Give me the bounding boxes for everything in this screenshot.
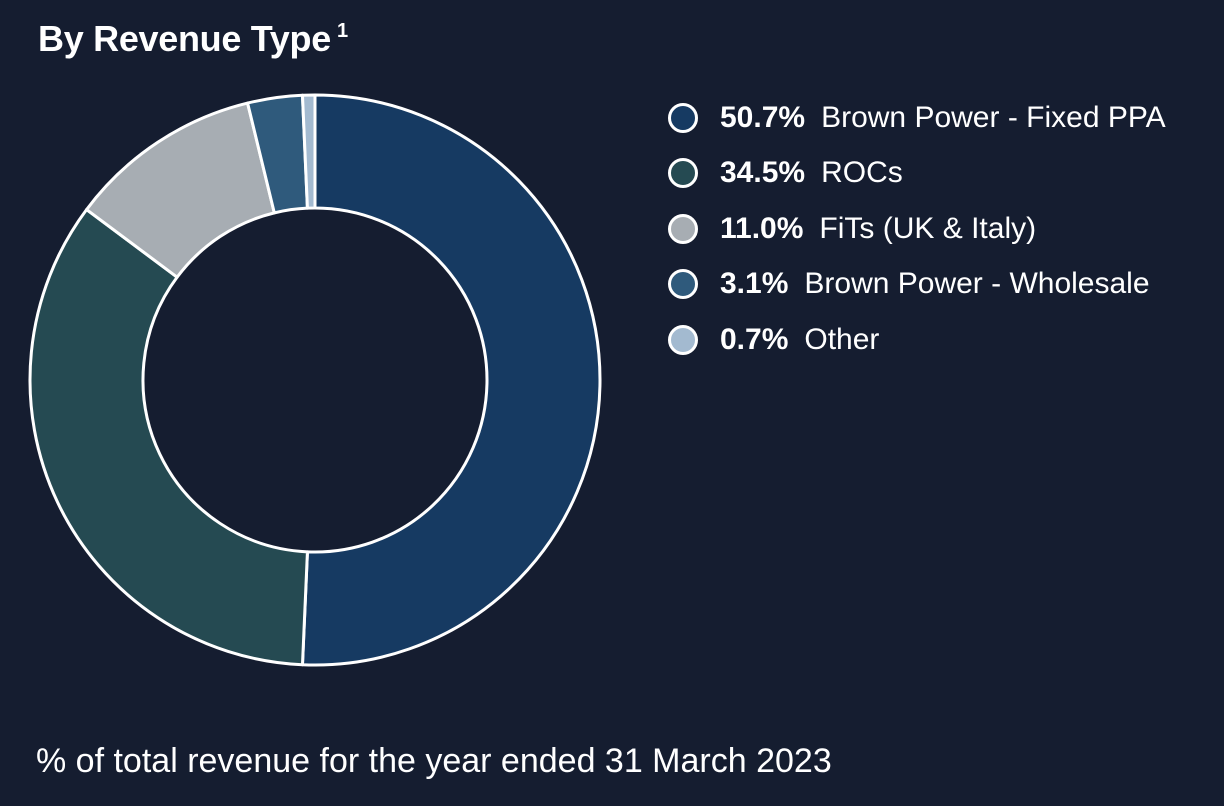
legend-item-1: 50.7% Brown Power - Fixed PPA (668, 90, 1166, 146)
donut-slice-2 (28, 208, 309, 667)
legend-swatch (668, 324, 698, 355)
legend-swatch (668, 158, 698, 189)
legend-swatch (668, 213, 698, 244)
title-footnote-marker: 1 (336, 20, 348, 42)
legend-item-2: 34.5% ROCs (668, 146, 1166, 202)
legend-percentage: 0.7% (720, 322, 789, 356)
legend-item-3: 11.0% FiTs (UK & Italy) (668, 201, 1166, 257)
legend-percentage: 11.0% (720, 211, 804, 245)
legend-swatch (668, 102, 698, 133)
legend-item-4: 3.1% Brown Power - Wholesale (668, 257, 1166, 313)
legend-label: Other (804, 322, 880, 356)
chart-title-text: By Revenue Type (38, 18, 331, 59)
legend-swatch (668, 269, 698, 300)
legend-percentage: 50.7% (720, 100, 806, 134)
legend-percentage: 3.1% (720, 267, 789, 301)
donut-chart (28, 93, 602, 667)
donut-slice-5 (300, 93, 317, 210)
chart-title: By Revenue Type 1 (38, 18, 348, 60)
chart-legend: 50.7% Brown Power - Fixed PPA 34.5% ROCs 11.… (668, 90, 1166, 368)
legend-label: ROCs (821, 156, 903, 190)
donut-slice-1 (300, 93, 602, 667)
legend-label: FiTs (UK & Italy) (819, 211, 1037, 245)
chart-footnote: % of total revenue for the year ended 31… (36, 742, 832, 780)
legend-item-5: 0.7% Other (668, 312, 1166, 368)
legend-label: Brown Power - Wholesale (804, 267, 1150, 301)
legend-percentage: 34.5% (720, 156, 806, 190)
legend-label: Brown Power - Fixed PPA (821, 100, 1166, 134)
